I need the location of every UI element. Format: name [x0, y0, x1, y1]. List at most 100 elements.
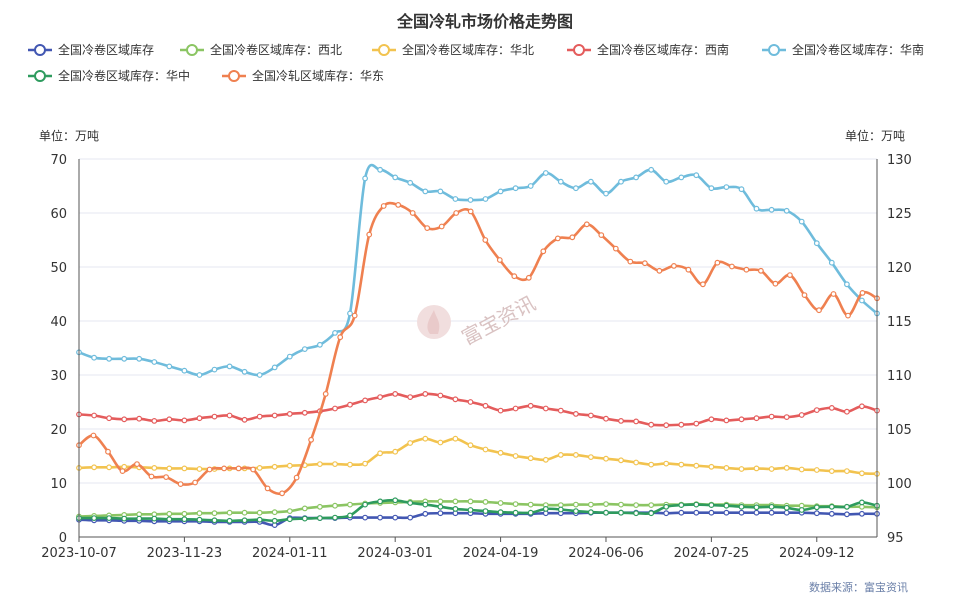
- legend-item[interactable]: 全国冷卷区域库存：华南: [762, 42, 924, 57]
- data-point: [588, 454, 594, 461]
- data-point: [633, 459, 639, 466]
- data-point: [663, 422, 670, 429]
- data-point: [407, 440, 414, 446]
- data-point: [437, 188, 444, 195]
- data-point: [362, 514, 369, 521]
- data-point: [678, 509, 685, 516]
- data-point: [241, 368, 248, 375]
- data-point: [738, 503, 745, 510]
- data-point: [181, 417, 188, 424]
- data-point: [422, 188, 429, 195]
- data-point: [332, 502, 338, 509]
- data-point: [235, 465, 242, 472]
- data-point: [512, 453, 519, 459]
- data-point: [557, 506, 564, 513]
- legend-item[interactable]: 全国冷卷区域库存：西北: [180, 42, 342, 57]
- data-point: [482, 402, 489, 409]
- data-point: [366, 231, 373, 238]
- data-point: [181, 367, 188, 374]
- legend-item[interactable]: 全国冷卷区域库存：华中: [28, 68, 190, 83]
- data-point: [332, 330, 338, 336]
- data-point: [557, 407, 564, 414]
- legend-item[interactable]: 全国冷轧区域库存：华东: [222, 68, 384, 83]
- left-axis-tick-label: 40: [50, 315, 67, 330]
- watermark: 富宝资讯: [417, 291, 540, 350]
- data-point: [271, 509, 278, 516]
- data-point: [588, 509, 594, 516]
- data-point: [618, 178, 624, 185]
- data-point: [542, 506, 549, 512]
- data-point: [226, 363, 233, 370]
- data-point: [729, 263, 735, 270]
- data-point: [177, 481, 184, 488]
- data-point: [542, 405, 549, 412]
- data-point: [196, 516, 203, 523]
- right-axis-tick-label: 105: [887, 423, 912, 438]
- data-point: [196, 372, 203, 378]
- data-point: [106, 415, 112, 422]
- data-point: [293, 474, 300, 481]
- data-point: [813, 407, 820, 414]
- data-point: [753, 415, 760, 422]
- series-3: [76, 391, 880, 429]
- data-point: [497, 500, 504, 506]
- data-point: [828, 259, 835, 266]
- data-point: [723, 417, 730, 424]
- data-point: [422, 501, 429, 508]
- data-point: [512, 405, 519, 412]
- data-point: [723, 184, 730, 191]
- legend-item[interactable]: 全国冷卷区域库存: [28, 42, 154, 57]
- data-point: [512, 501, 519, 508]
- right-axis-unit: 单位：万吨: [845, 128, 905, 143]
- data-point: [708, 509, 715, 516]
- data-point: [678, 421, 685, 428]
- data-point: [663, 510, 670, 517]
- legend-item[interactable]: 全国冷卷区域库存：华北: [372, 42, 534, 57]
- data-point: [603, 501, 609, 508]
- data-point: [301, 409, 308, 416]
- data-point: [828, 468, 835, 475]
- data-point: [332, 514, 338, 521]
- data-point: [527, 183, 534, 189]
- data-point: [859, 297, 865, 304]
- data-point: [151, 418, 158, 424]
- data-point: [512, 185, 519, 192]
- data-point: [271, 364, 278, 371]
- data-point: [452, 435, 459, 442]
- legend-label: 全国冷卷区域库存: [58, 42, 154, 57]
- data-point: [362, 460, 369, 467]
- left-axis-unit: 单位：万吨: [39, 128, 99, 143]
- data-point: [301, 515, 308, 522]
- data-point: [512, 509, 519, 516]
- watermark-flame-icon: [427, 310, 440, 334]
- data-point: [136, 415, 143, 422]
- data-point: [347, 461, 353, 468]
- data-point: [693, 172, 700, 179]
- data-point: [380, 203, 387, 209]
- data-point: [301, 346, 308, 353]
- data-point: [482, 499, 489, 505]
- data-point: [392, 391, 399, 397]
- data-point: [196, 415, 203, 422]
- data-point: [569, 234, 576, 241]
- data-point: [618, 457, 624, 464]
- legend-label: 全国冷卷区域库存：西南: [597, 42, 729, 57]
- data-point: [813, 504, 820, 511]
- data-point: [407, 179, 414, 186]
- data-point: [859, 470, 865, 477]
- data-point: [395, 201, 402, 208]
- data-point: [783, 465, 790, 471]
- data-point: [527, 509, 534, 516]
- watermark-text: 富宝资讯: [458, 291, 540, 350]
- data-point: [392, 497, 399, 504]
- data-point: [301, 505, 308, 512]
- legend-marker-icon: [34, 70, 46, 82]
- data-point: [482, 446, 489, 453]
- data-point: [166, 416, 173, 423]
- data-point: [377, 394, 384, 401]
- x-axis-tick-label: 2024-06-06: [568, 546, 644, 561]
- legend-item[interactable]: 全国冷卷区域库存：西南: [567, 42, 729, 57]
- data-point: [181, 516, 188, 523]
- series-6: [76, 201, 880, 497]
- legend-marker-icon: [768, 44, 780, 56]
